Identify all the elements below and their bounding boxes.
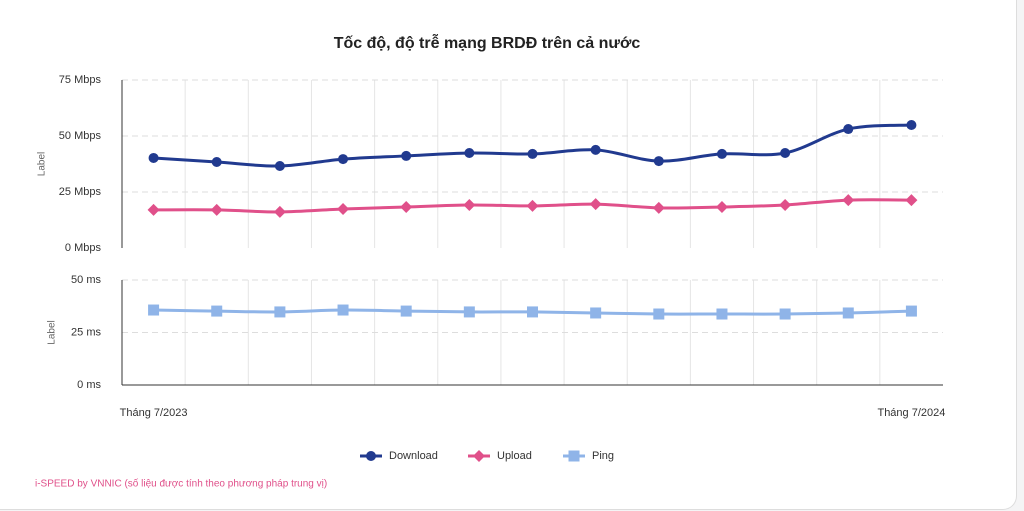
marker	[716, 308, 728, 320]
marker	[843, 124, 854, 135]
marker	[338, 154, 349, 165]
marker	[337, 304, 349, 316]
x-tick-label: Tháng 7/2024	[877, 407, 945, 419]
marker	[590, 307, 602, 319]
marker	[211, 305, 223, 317]
y-axis-title: Label	[47, 320, 58, 344]
y-tick-label: 25 ms	[71, 326, 101, 338]
marker	[527, 148, 538, 159]
marker	[401, 150, 412, 161]
marker	[842, 194, 855, 207]
legend-label: Upload	[497, 450, 532, 462]
marker	[527, 306, 538, 318]
marker	[463, 198, 476, 211]
marker	[842, 307, 854, 319]
marker	[779, 198, 792, 211]
marker	[148, 152, 159, 163]
legend-marker	[473, 450, 485, 462]
marker	[147, 203, 160, 216]
marker	[400, 201, 413, 214]
legend-label: Download	[389, 450, 438, 462]
marker	[906, 120, 917, 131]
x-tick-label: Tháng 7/2023	[120, 407, 188, 419]
y-tick-label: 0 ms	[77, 379, 101, 391]
marker	[211, 156, 222, 167]
y-axis-title: Label	[37, 152, 48, 176]
marker	[905, 305, 917, 317]
marker	[274, 306, 286, 318]
footnote: i-SPEED by VNNIC (số liệu được tính theo…	[35, 478, 327, 490]
marker	[463, 306, 475, 318]
marker	[464, 148, 475, 159]
marker	[589, 198, 602, 211]
marker	[715, 201, 728, 214]
legend-marker	[366, 451, 376, 461]
marker	[716, 148, 727, 159]
marker	[210, 203, 223, 216]
marker	[905, 194, 918, 207]
y-tick-label: 25 Mbps	[59, 186, 102, 198]
marker	[780, 148, 791, 159]
y-tick-label: 0 Mbps	[65, 242, 102, 254]
y-tick-label: 50 Mbps	[59, 130, 102, 142]
y-tick-label: 50 ms	[71, 274, 101, 286]
y-tick-label: 75 Mbps	[59, 74, 102, 86]
marker	[274, 161, 285, 172]
legend-marker	[568, 450, 580, 462]
marker	[148, 304, 160, 316]
marker	[526, 199, 539, 212]
marker	[337, 203, 350, 216]
marker	[273, 205, 286, 218]
marker	[653, 156, 664, 167]
chart-title: Tốc độ, độ trễ mạng BRDĐ trên cả nước	[334, 33, 641, 52]
marker	[652, 201, 665, 214]
legend-label: Ping	[592, 450, 614, 462]
marker	[779, 308, 791, 320]
marker	[400, 305, 412, 317]
marker	[590, 144, 601, 155]
series-line	[153, 123, 912, 168]
marker	[653, 308, 665, 320]
